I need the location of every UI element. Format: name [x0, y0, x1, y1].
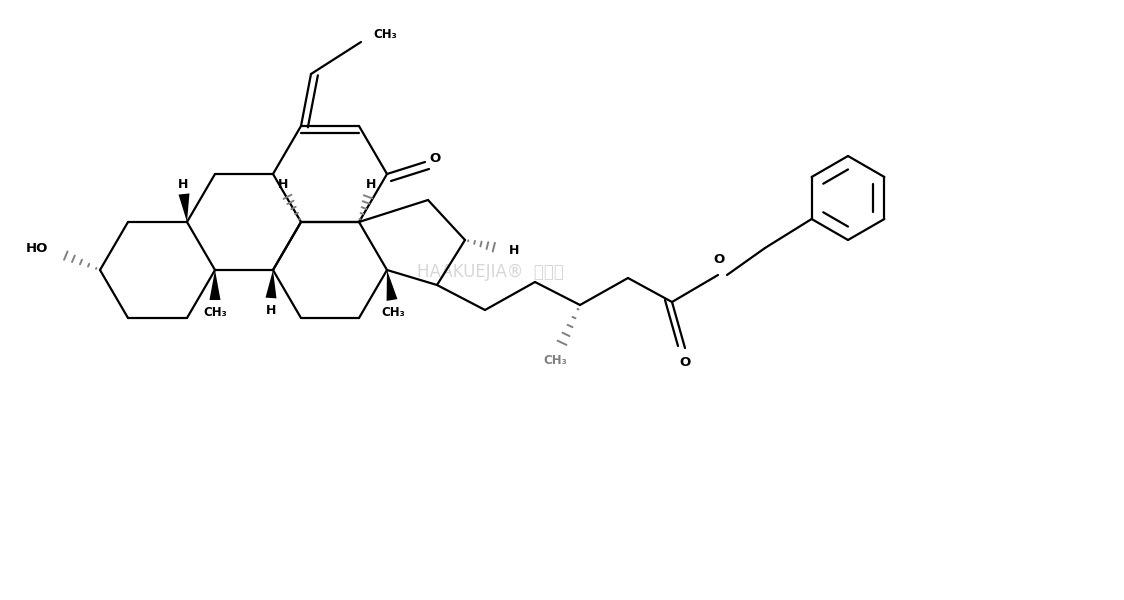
Polygon shape	[179, 193, 190, 222]
Text: O: O	[679, 355, 690, 368]
Text: CH₃: CH₃	[203, 305, 227, 319]
Text: O: O	[429, 151, 441, 164]
Text: H: H	[278, 178, 288, 191]
Polygon shape	[387, 270, 398, 301]
Text: O: O	[714, 253, 725, 266]
Text: CH₃: CH₃	[381, 305, 405, 319]
Text: CH₃: CH₃	[543, 355, 566, 367]
Text: H: H	[178, 178, 188, 191]
Polygon shape	[265, 270, 277, 298]
Polygon shape	[209, 270, 220, 300]
Text: HAAKUEJIA®  化学加: HAAKUEJIA® 化学加	[417, 263, 563, 281]
Text: HO: HO	[26, 241, 48, 254]
Text: H: H	[509, 244, 519, 257]
Text: CH₃: CH₃	[373, 28, 397, 41]
Text: H: H	[265, 304, 277, 317]
Text: H: H	[365, 178, 377, 191]
